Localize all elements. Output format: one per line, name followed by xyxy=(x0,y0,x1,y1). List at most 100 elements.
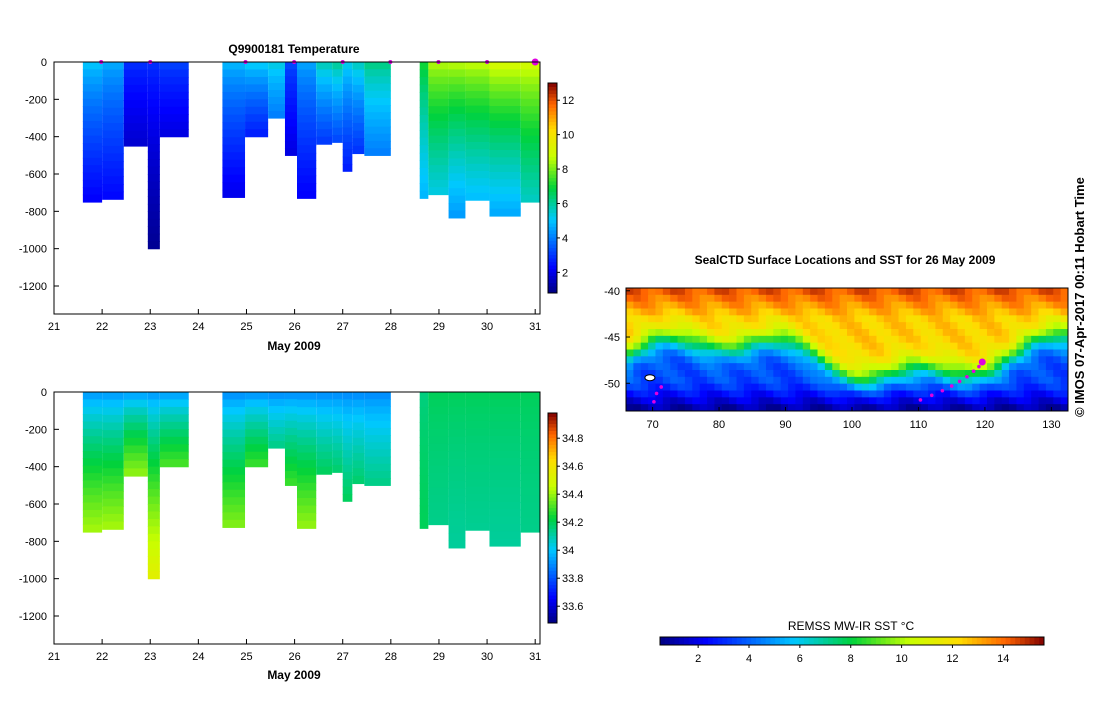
sst-cell-4-16 xyxy=(743,315,752,323)
sst-cell-1-32 xyxy=(861,294,870,303)
sst-cell-7-30 xyxy=(847,335,855,344)
salinity-cell-13-2 xyxy=(352,407,365,416)
salinity-cell-20-11 xyxy=(520,473,540,482)
temperature-colorbar-label-6: 6 xyxy=(562,198,568,210)
temperature-cell-7-0 xyxy=(268,62,285,70)
salinity-cell-20-7 xyxy=(520,443,540,452)
sst-colorbar-swatch-36 xyxy=(832,637,839,645)
temperature-cell-20-15 xyxy=(520,172,540,181)
sst-cell-13-38 xyxy=(905,376,914,385)
temperature-cell-0-2 xyxy=(82,76,103,85)
temperature-cell-20-18 xyxy=(520,194,540,203)
sst-cell-12-11 xyxy=(707,370,715,378)
temperature-cell-18-8 xyxy=(465,120,490,129)
salinity-colorbar-swatch-33 xyxy=(548,504,557,508)
sst-cell-4-32 xyxy=(861,315,870,323)
sst-cell-12-14 xyxy=(729,370,737,378)
sst-cell-13-25 xyxy=(810,376,818,385)
sst-cell-14-22 xyxy=(788,383,796,391)
sst-cell-8-53 xyxy=(1016,342,1025,350)
sst-colorbar-swatch-13 xyxy=(722,637,728,645)
salinity-cell-20-4 xyxy=(520,421,540,430)
sst-cell-2-50 xyxy=(994,301,1003,309)
temperature-cell-18-6 xyxy=(465,105,490,114)
temperature-cell-16-9 xyxy=(428,128,449,137)
sst-cell-8-51 xyxy=(1001,342,1010,350)
salinity-cell-0-18 xyxy=(82,524,103,533)
sst-cell-4-41 xyxy=(928,315,936,323)
sst-cell-13-7 xyxy=(677,376,686,385)
sst-cell-16-35 xyxy=(883,397,892,405)
sst-cell-13-23 xyxy=(795,376,804,385)
temperature-cell-5-2 xyxy=(222,77,246,86)
sst-cell-12-3 xyxy=(648,370,656,378)
sst-cell-13-14 xyxy=(729,376,737,385)
sst-cell-11-58 xyxy=(1053,363,1062,371)
sst-cell-12-56 xyxy=(1038,370,1047,378)
temperature-colorbar-swatch-58 xyxy=(548,86,557,91)
sst-cell-9-40 xyxy=(920,349,929,357)
sst-cell-8-49 xyxy=(986,342,995,350)
sst-cell-6-54 xyxy=(1023,329,1032,337)
sst-cell-14-57 xyxy=(1045,383,1054,391)
temperature-colorbar-swatch-5 xyxy=(548,272,557,276)
sst-cell-9-30 xyxy=(847,349,855,357)
temperature-cell-0-11 xyxy=(82,143,103,152)
temperature-cell-3-15 xyxy=(147,174,160,183)
sst-cell-5-10 xyxy=(699,322,708,330)
sst-cell-14-11 xyxy=(707,383,715,391)
sst-cell-11-25 xyxy=(810,363,818,371)
sst-cell-2-44 xyxy=(950,301,958,309)
temperature-cell-16-10 xyxy=(428,135,449,144)
salinity-colorbar-swatch-34 xyxy=(548,500,557,505)
sst-cell-10-19 xyxy=(765,356,774,364)
sst-cell-1-1 xyxy=(633,294,642,303)
sst-cell-6-2 xyxy=(640,329,649,337)
temperature-plot-area xyxy=(82,58,540,250)
temperature-cell-20-17 xyxy=(520,187,540,196)
sst-cell-0-12 xyxy=(714,288,723,296)
sst-cell-10-7 xyxy=(677,356,686,364)
sst-cell-15-30 xyxy=(847,390,855,398)
sst-cell-7-56 xyxy=(1038,335,1047,344)
sst-cell-6-59 xyxy=(1060,329,1069,337)
salinity-cell-20-0 xyxy=(520,392,540,400)
sst-cell-15-8 xyxy=(684,390,693,398)
salinity-cell-11-1 xyxy=(332,399,343,408)
salinity-cell-19-13 xyxy=(489,487,521,496)
sst-cell-1-27 xyxy=(824,294,833,303)
sst-cell-0-23 xyxy=(795,288,804,296)
sst-cell-17-42 xyxy=(935,404,944,412)
sst-cell-15-45 xyxy=(957,390,966,398)
sst-cell-12-48 xyxy=(979,370,988,378)
temperature-cell-18-16 xyxy=(465,178,490,187)
sst-cell-10-17 xyxy=(751,356,759,364)
sst-cell-0-35 xyxy=(883,288,892,296)
sst-cell-15-20 xyxy=(773,390,782,398)
sst-cell-5-9 xyxy=(692,322,701,330)
salinity-cell-9-6 xyxy=(297,437,317,446)
salinity-cell-2-10 xyxy=(123,468,148,477)
sst-cell-16-43 xyxy=(942,397,951,405)
salinity-cell-17-9 xyxy=(448,458,466,467)
salinity-cell-16-15 xyxy=(428,502,449,511)
salinity-cell-20-10 xyxy=(520,465,540,474)
sst-cell-8-23 xyxy=(795,342,804,350)
temperature-cell-16-11 xyxy=(428,142,449,151)
temperature-cell-19-18 xyxy=(489,194,521,202)
sst-cell-3-8 xyxy=(684,308,693,316)
temperature-colorbar-swatch-22 xyxy=(548,212,557,217)
sst-cell-7-14 xyxy=(729,335,737,344)
sst-colorbar-swatch-22 xyxy=(765,637,771,645)
sst-cell-12-27 xyxy=(824,370,833,378)
temperature-cell-3-1 xyxy=(147,69,160,78)
salinity-cell-5-17 xyxy=(222,519,246,528)
sst-cell-0-15 xyxy=(736,288,745,296)
salinity-cell-3-6 xyxy=(147,436,160,445)
sst-cell-17-26 xyxy=(817,404,826,412)
sst-cell-13-0 xyxy=(626,376,634,385)
sst-colorbar-swatch-37 xyxy=(837,637,843,645)
sst-cell-5-18 xyxy=(758,322,767,330)
salinity-cell-12-10 xyxy=(342,464,353,473)
sst-cell-9-55 xyxy=(1031,349,1039,357)
